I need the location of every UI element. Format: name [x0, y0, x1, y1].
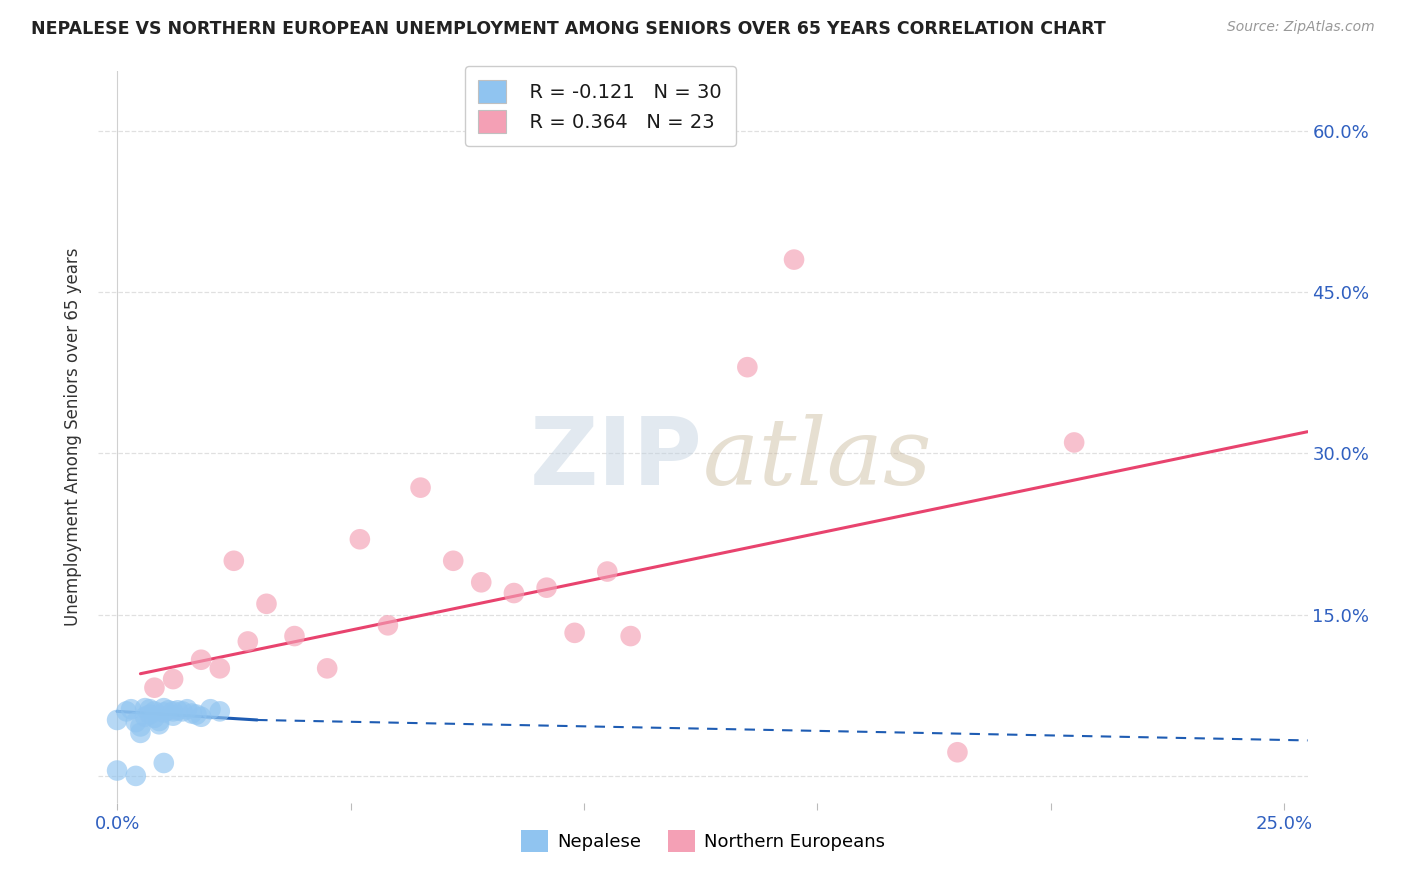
Point — [152, 706, 174, 720]
Text: Source: ZipAtlas.com: Source: ZipAtlas.com — [1227, 20, 1375, 34]
Point — [222, 554, 245, 568]
Point — [143, 711, 166, 725]
Point — [236, 634, 259, 648]
Point — [316, 661, 339, 675]
Point — [256, 597, 278, 611]
Point — [129, 726, 152, 740]
Point — [152, 701, 174, 715]
Point — [1063, 435, 1085, 450]
Point — [129, 719, 152, 733]
Point — [152, 756, 174, 770]
Point — [190, 710, 212, 724]
Y-axis label: Unemployment Among Seniors over 65 years: Unemployment Among Seniors over 65 years — [65, 248, 83, 626]
Point — [148, 717, 170, 731]
Point — [115, 705, 138, 719]
Point — [139, 702, 162, 716]
Point — [190, 653, 212, 667]
Point — [166, 703, 188, 717]
Point — [783, 252, 806, 267]
Point — [125, 715, 148, 730]
Point — [200, 702, 222, 716]
Point — [596, 565, 619, 579]
Point — [134, 710, 156, 724]
Point — [946, 745, 969, 759]
Point — [162, 672, 184, 686]
Point — [120, 702, 142, 716]
Point — [157, 703, 180, 717]
Text: ZIP: ZIP — [530, 413, 703, 505]
Point — [283, 629, 305, 643]
Point — [139, 707, 162, 722]
Point — [125, 769, 148, 783]
Point — [176, 702, 198, 716]
Point — [143, 705, 166, 719]
Point — [409, 481, 432, 495]
Point — [737, 360, 759, 375]
Point — [470, 575, 492, 590]
Point — [186, 707, 208, 722]
Point — [105, 764, 128, 778]
Point — [349, 533, 371, 547]
Point — [162, 705, 184, 719]
Point — [503, 586, 526, 600]
Point — [143, 681, 166, 695]
Point — [148, 714, 170, 728]
Point — [536, 581, 558, 595]
Point — [377, 618, 399, 632]
Point — [620, 629, 643, 643]
Text: atlas: atlas — [703, 414, 932, 504]
Point — [180, 706, 202, 721]
Point — [105, 713, 128, 727]
Point — [208, 661, 231, 675]
Text: NEPALESE VS NORTHERN EUROPEAN UNEMPLOYMENT AMONG SENIORS OVER 65 YEARS CORRELATI: NEPALESE VS NORTHERN EUROPEAN UNEMPLOYME… — [31, 20, 1105, 37]
Point — [564, 625, 586, 640]
Point — [162, 708, 184, 723]
Point — [208, 705, 231, 719]
Legend: Nepalese, Northern Europeans: Nepalese, Northern Europeans — [513, 823, 893, 860]
Point — [134, 701, 156, 715]
Point — [172, 705, 194, 719]
Point — [441, 554, 464, 568]
